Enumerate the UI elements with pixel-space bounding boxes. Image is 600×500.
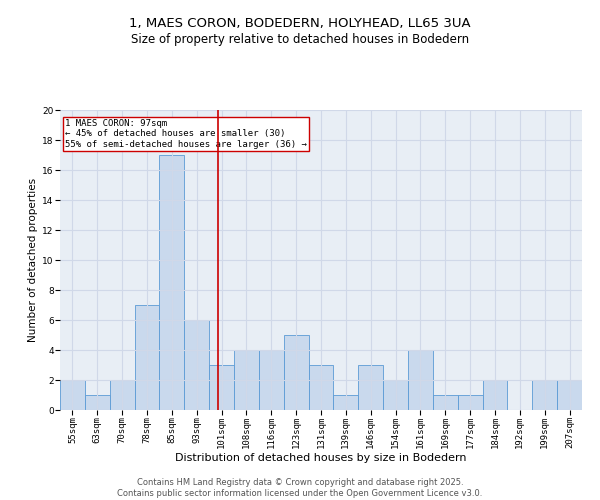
Text: 1 MAES CORON: 97sqm
← 45% of detached houses are smaller (30)
55% of semi-detach: 1 MAES CORON: 97sqm ← 45% of detached ho… — [65, 119, 307, 149]
Bar — [184, 320, 209, 410]
Bar — [334, 395, 358, 410]
Text: Size of property relative to detached houses in Bodedern: Size of property relative to detached ho… — [131, 32, 469, 46]
Bar — [85, 395, 110, 410]
Bar — [557, 380, 582, 410]
Bar — [234, 350, 259, 410]
Bar — [532, 380, 557, 410]
Bar — [482, 380, 508, 410]
X-axis label: Distribution of detached houses by size in Bodedern: Distribution of detached houses by size … — [175, 452, 467, 462]
Bar — [358, 365, 383, 410]
Y-axis label: Number of detached properties: Number of detached properties — [28, 178, 38, 342]
Bar — [209, 365, 234, 410]
Bar — [308, 365, 334, 410]
Bar — [110, 380, 134, 410]
Text: Contains HM Land Registry data © Crown copyright and database right 2025.
Contai: Contains HM Land Registry data © Crown c… — [118, 478, 482, 498]
Bar — [433, 395, 458, 410]
Bar — [383, 380, 408, 410]
Bar — [134, 305, 160, 410]
Text: 1, MAES CORON, BODEDERN, HOLYHEAD, LL65 3UA: 1, MAES CORON, BODEDERN, HOLYHEAD, LL65 … — [129, 18, 471, 30]
Bar — [60, 380, 85, 410]
Bar — [408, 350, 433, 410]
Bar — [259, 350, 284, 410]
Bar — [284, 335, 308, 410]
Bar — [458, 395, 482, 410]
Bar — [160, 155, 184, 410]
